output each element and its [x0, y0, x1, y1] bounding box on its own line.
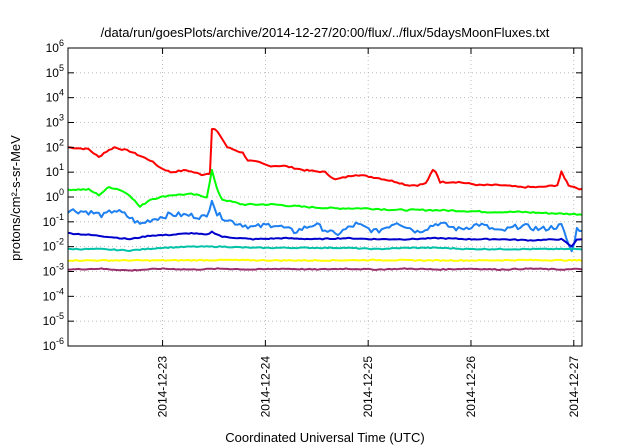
chart-title: /data/run/goesPlots/archive/2014-12-27/2… [101, 25, 550, 40]
y-tick-label: 106 [46, 38, 64, 55]
y-tick-label: 10-4 [43, 286, 64, 303]
series-line [68, 168, 582, 216]
y-tick-label: 10-2 [43, 237, 64, 254]
y-tick-label: 10-3 [43, 262, 64, 279]
y-tick-label: 102 [46, 137, 64, 154]
x-axis-label: Coordinated Universal Time (UTC) [225, 430, 424, 445]
series-line [68, 199, 582, 253]
series-line [68, 258, 582, 262]
y-tick-label: 10-5 [43, 311, 64, 328]
x-tick-label: 2014-12-25 [361, 356, 375, 418]
y-tick-label: 10-6 [43, 336, 64, 353]
y-tick-label: 104 [46, 88, 64, 105]
series-line [68, 230, 582, 248]
y-tick-label: 105 [46, 63, 64, 80]
series-line [68, 128, 582, 191]
x-tick-label: 2014-12-23 [156, 356, 170, 418]
y-tick-label: 103 [46, 113, 64, 130]
series-line [68, 245, 582, 252]
series-lines [68, 128, 582, 272]
x-tick-label: 2014-12-27 [567, 356, 581, 418]
series-line [68, 267, 582, 272]
y-tick-label: 100 [46, 187, 64, 204]
y-axis-label: protons/cm²-s-sr-MeV [8, 135, 23, 261]
y-axis-ticks: 10-6 10-5 10-4 10-3 10-2 10-1 100 101 102 103 104 1… [43, 38, 582, 353]
x-tick-label: 2014-12-24 [258, 356, 272, 418]
x-tick-label: 2014-12-26 [464, 356, 478, 418]
x-axis-ticks: 2014-12-23 2014-12-24 2014-12-25 2014-12-26… [156, 48, 581, 417]
y-tick-label: 101 [46, 162, 64, 179]
y-tick-label: 10-1 [43, 212, 64, 229]
